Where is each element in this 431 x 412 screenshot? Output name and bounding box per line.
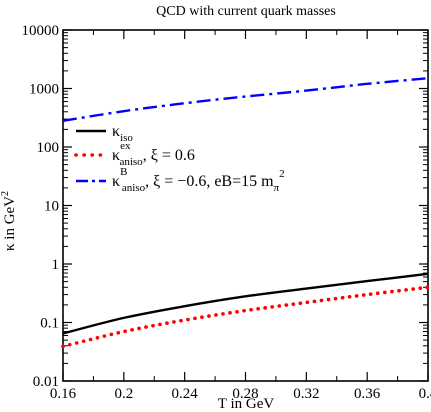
y-axis: 0.01 0.1 1 10 100 1000 10000	[22, 23, 428, 390]
legend-superscript: ex	[120, 140, 131, 152]
legend-tail: , ξ = 0.6	[143, 147, 195, 164]
y-tick-label: 1000	[29, 82, 59, 98]
x-axis-label: T in GeV	[218, 396, 275, 412]
y-tick-label: 100	[37, 140, 60, 156]
series-line-2	[62, 77, 429, 123]
x-axis: 0.16 0.2 0.24 0.28 0.32 0.36 0.4	[50, 30, 431, 402]
series-line-0	[62, 272, 429, 335]
chart-title: QCD with current quark masses	[156, 4, 336, 19]
legend-label-2: κB aniso, ξ = −0.6, eB=15 mπ 2	[112, 166, 285, 194]
y-tick-label: 10	[44, 199, 59, 215]
legend-tail-superscript: 2	[279, 168, 285, 180]
x-tick-label: 0.28	[232, 386, 258, 402]
plot-frame	[62, 29, 429, 382]
plot-area	[62, 29, 429, 382]
legend-tail-subscript: π	[274, 182, 280, 194]
series-layer	[61, 77, 430, 349]
legend-subscript: aniso	[122, 182, 146, 194]
y-axis-label-base: κ in GeV	[2, 196, 18, 251]
legend-superscript: B	[120, 166, 127, 178]
legend-tail: , ξ = −0.6, eB=15 m	[145, 173, 274, 190]
legend-label-1: κex aniso, ξ = 0.6	[112, 140, 195, 168]
legend-symbol: κ	[112, 173, 120, 190]
legend-subscript: aniso	[119, 156, 143, 168]
y-axis-label: κ in GeV2	[0, 191, 18, 251]
legend-subscript: iso	[120, 132, 133, 144]
x-tick-label: 0.36	[354, 386, 381, 402]
x-tick-label: 0.2	[114, 386, 133, 402]
legend-symbol: κ	[112, 147, 120, 164]
y-tick-label: 1	[52, 257, 60, 273]
y-tick-label: 0.01	[33, 374, 59, 390]
x-tick-label: 0.16	[50, 386, 77, 402]
x-tick-label: 0.32	[293, 386, 319, 402]
x-tick-label: 0.4	[419, 386, 431, 402]
x-tick-label: 0.24	[172, 386, 199, 402]
y-tick-label: 10000	[22, 23, 60, 39]
legend-label-0: κiso	[112, 123, 133, 144]
legend-symbol: κ	[112, 123, 120, 140]
y-axis-label-sup: 2	[0, 191, 11, 196]
y-tick-label: 0.1	[40, 316, 59, 332]
series-line-1	[61, 285, 430, 349]
